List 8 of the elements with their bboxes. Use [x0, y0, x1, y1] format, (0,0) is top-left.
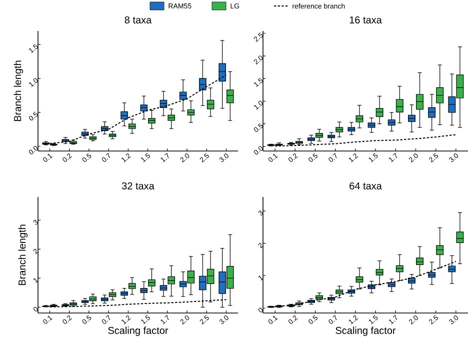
x-axis-title: Scaling factor: [336, 326, 396, 336]
x-axis-title: Scaling factor: [108, 326, 168, 336]
y-axis-title: Branch length: [18, 224, 28, 286]
chart-title: 64 taxa: [350, 182, 382, 190]
chart-title: 16 taxa: [350, 16, 382, 24]
chart-title: 8 taxa: [124, 16, 152, 24]
y-axis-title: Branch length: [14, 60, 24, 122]
chart-title: 32 taxa: [122, 182, 154, 190]
